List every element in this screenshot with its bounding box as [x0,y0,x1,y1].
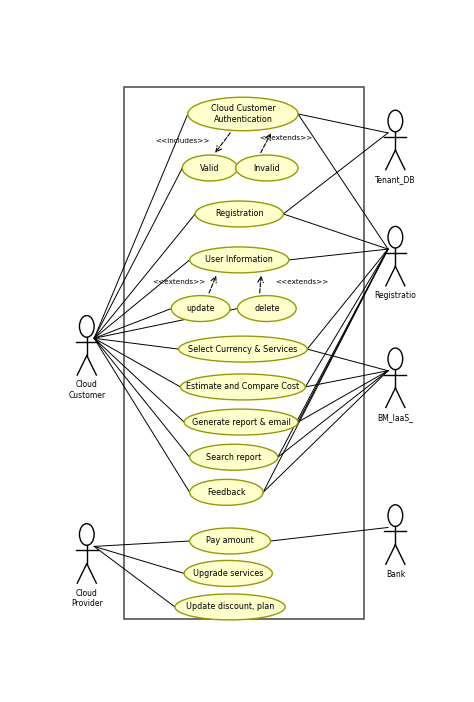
Text: delete: delete [254,304,280,313]
Text: Update discount, plan: Update discount, plan [186,602,274,611]
Ellipse shape [195,201,283,227]
Text: Cloud
Provider: Cloud Provider [71,588,103,608]
Text: Valid: Valid [200,164,219,173]
Ellipse shape [237,296,296,322]
Circle shape [388,227,403,248]
Ellipse shape [179,336,307,362]
Text: Invalid: Invalid [254,164,280,173]
Text: <<extends>>: <<extends>> [152,279,205,284]
Text: Select Currency & Services: Select Currency & Services [188,345,298,354]
Circle shape [80,524,94,545]
Ellipse shape [190,247,289,273]
Ellipse shape [188,97,298,131]
Ellipse shape [171,296,230,322]
Text: Cloud Customer
Authentication: Cloud Customer Authentication [210,105,275,124]
Text: <<includes>>: <<includes>> [155,138,210,144]
Text: BM_IaaS_: BM_IaaS_ [377,413,413,422]
Text: Tenant_DB: Tenant_DB [375,175,416,184]
Text: Cloud
Customer: Cloud Customer [68,380,105,400]
Ellipse shape [175,594,285,620]
Text: Search report: Search report [206,453,261,462]
Text: Registration: Registration [215,209,264,218]
Text: User Information: User Information [205,256,273,265]
Ellipse shape [182,155,237,181]
Text: Registratio: Registratio [374,291,416,300]
Ellipse shape [190,479,263,505]
Ellipse shape [184,560,272,586]
Text: Pay amount: Pay amount [206,536,254,545]
Text: Generate report & email: Generate report & email [191,418,291,427]
Ellipse shape [184,409,298,435]
Ellipse shape [190,444,278,470]
Circle shape [80,316,94,337]
Bar [124,87,364,619]
Text: Feedback: Feedback [207,488,246,497]
Text: Bank: Bank [386,569,405,578]
Text: update: update [186,304,215,313]
Ellipse shape [236,155,298,181]
Text: <<extends>>: <<extends>> [260,135,313,141]
Ellipse shape [190,528,271,554]
Ellipse shape [181,374,305,400]
Circle shape [388,110,403,132]
Circle shape [388,348,403,370]
Text: Estimate and Compare Cost: Estimate and Compare Cost [186,383,300,392]
Circle shape [388,505,403,526]
Text: <<extends>>: <<extends>> [275,279,328,284]
Text: Upgrade services: Upgrade services [193,569,264,578]
